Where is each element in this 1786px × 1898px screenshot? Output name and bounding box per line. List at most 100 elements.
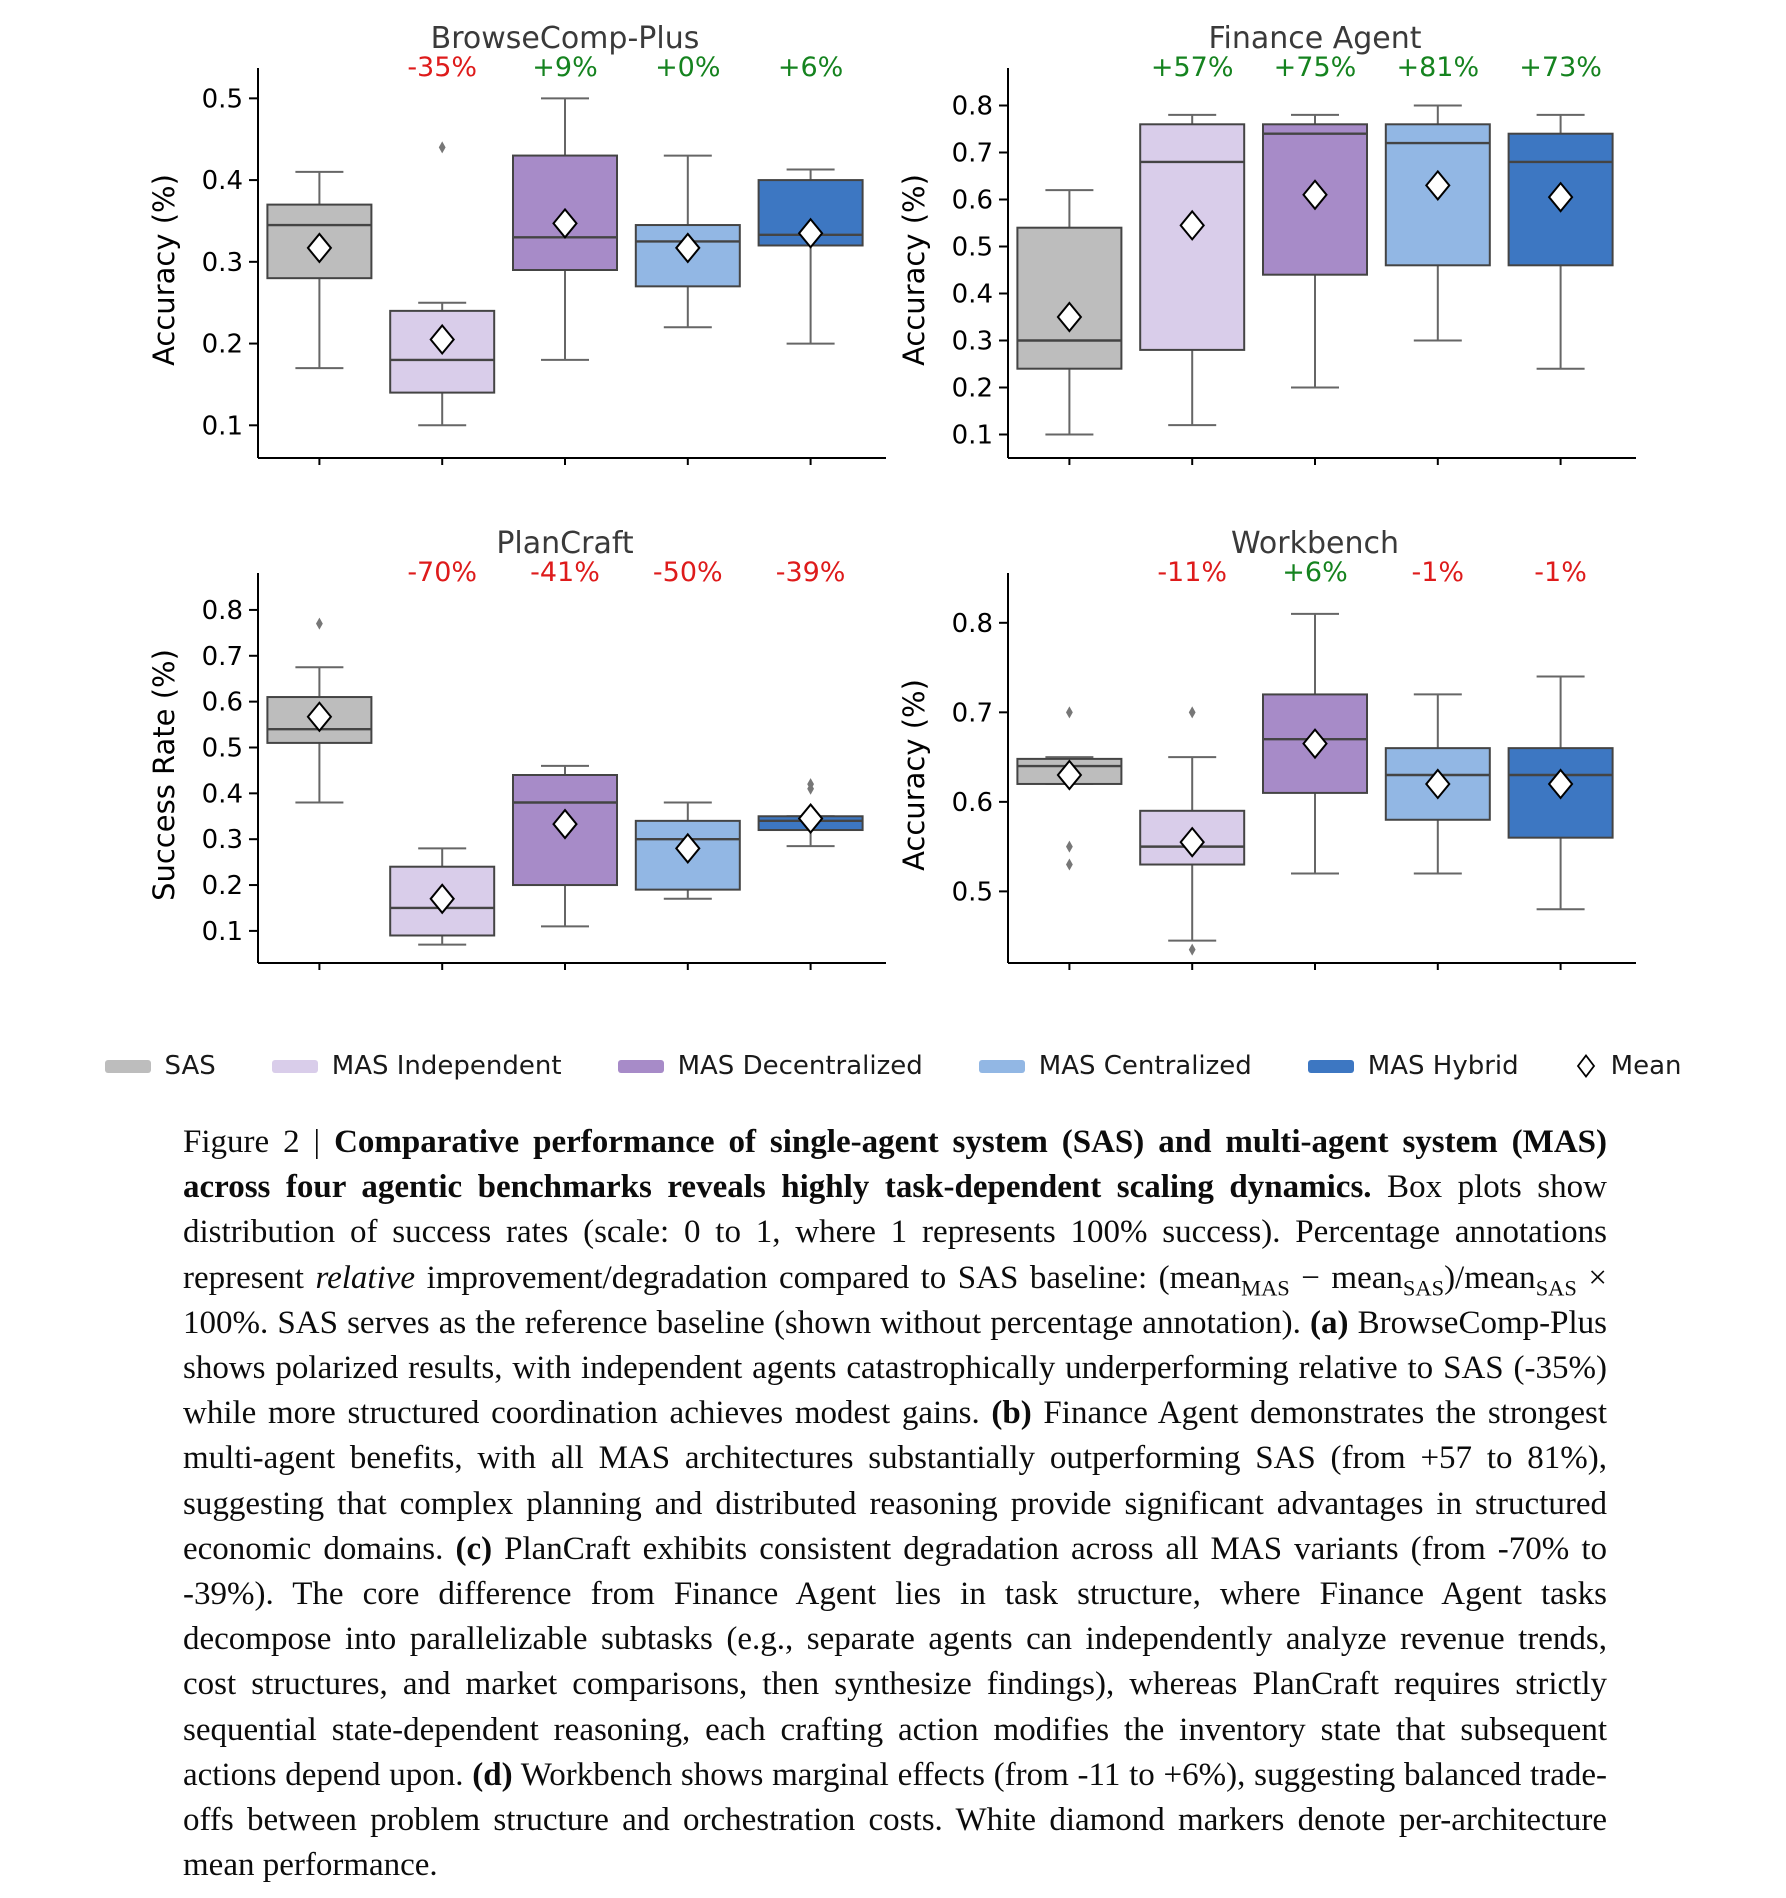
annotation-label: +73% [1519, 52, 1602, 83]
mean-marker [306, 701, 333, 733]
box-mas-centralized: +0% [634, 52, 741, 465]
legend-label-mas-hybrid: MAS Hybrid [1367, 1051, 1519, 1081]
legend-label-mas-independent: MAS Independent [331, 1051, 562, 1081]
y-tick-label: 0.1 [202, 411, 243, 441]
mean-marker [552, 207, 578, 239]
y-tick-label: 0.6 [952, 186, 993, 216]
y-tick-label: 0.6 [202, 688, 243, 718]
legend-swatch-mas-centralized [978, 1059, 1025, 1073]
box-sas [1016, 189, 1123, 465]
mean-marker [429, 883, 455, 915]
chart-browsecomp-plus: BrowseComp-Plus Accuracy (%) 0.1 0.2 0.3 0.4 0… [140, 10, 890, 515]
y-tick-label: 0.5 [202, 733, 243, 763]
caption-segment: Workbench shows marginal effects (from -… [183, 1756, 1607, 1884]
caption-segment: (d) [472, 1756, 513, 1793]
box-mas-centralized: +81% [1384, 52, 1491, 465]
mean-marker [429, 323, 455, 356]
y-axis-label: Accuracy (%) [897, 174, 931, 366]
legend-item-mas-hybrid: MAS Hybrid [1307, 1051, 1519, 1081]
boxplot-svg: Workbench Accuracy (%) 0.5 0.6 0.7 0.8 -11% +6%… [897, 526, 1636, 970]
legend-label-sas: SAS [164, 1051, 216, 1081]
annotation-label: +9% [532, 52, 597, 83]
y-tick-label: 0.8 [202, 596, 243, 626]
legend-swatch-mas-hybrid [1307, 1059, 1354, 1073]
y-tick-label: 0.2 [202, 871, 243, 901]
box-mas-centralized: -1% [1384, 557, 1491, 970]
chart-workbench: Workbench Accuracy (%) 0.5 0.6 0.7 0.8 -11% +6%… [890, 515, 1640, 1020]
annotation-label: +75% [1274, 52, 1357, 83]
mean-marker [1425, 768, 1451, 800]
box-mas-hybrid: +6% [757, 52, 864, 465]
annotation-label: +6% [1282, 557, 1347, 588]
caption-segment: − mean [1289, 1259, 1403, 1296]
caption-segment: MAS [1241, 1275, 1290, 1301]
box-mas-hybrid: -1% [1507, 557, 1614, 970]
y-axis-label: Accuracy (%) [897, 679, 931, 871]
caption-segment: (a) [1310, 1304, 1349, 1341]
legend-label-mas-decentralized: MAS Decentralized [677, 1051, 923, 1081]
box-mas-decentralized: +6% [1262, 557, 1368, 970]
mean-marker [675, 232, 701, 264]
y-tick-label: 0.1 [202, 917, 243, 947]
box-sas [266, 170, 373, 465]
box-mas-independent: -70% [389, 557, 496, 970]
caption-segment: Comparative performance of single-agent … [183, 1124, 1607, 1206]
legend-swatch-mas-independent [271, 1059, 318, 1073]
annotation-label: +57% [1151, 52, 1234, 83]
mean-marker [1302, 728, 1328, 760]
mean-marker [1425, 169, 1451, 201]
y-tick-label: 0.7 [952, 139, 993, 169]
y-tick-label: 0.8 [952, 609, 993, 639]
mean-marker [1547, 768, 1574, 800]
annotation-label: +0% [655, 52, 720, 83]
annotation-label: -35% [407, 52, 477, 83]
annotation-label: -50% [653, 557, 723, 588]
legend-label-mean: Mean [1610, 1051, 1682, 1081]
y-tick-label: 0.5 [952, 877, 993, 907]
annotation-label: -39% [776, 557, 846, 588]
outlier-marker [1188, 706, 1196, 719]
annotation-label: -70% [407, 557, 477, 588]
caption-segment: BrowseComp-Plus shows polarized results,… [183, 1304, 1607, 1432]
mean-diamond-icon [1576, 1054, 1595, 1078]
annotation-label: +6% [778, 52, 843, 83]
chart-title: PlanCraft [496, 526, 634, 561]
outlier-marker [438, 141, 446, 154]
outlier-marker [1066, 840, 1073, 853]
charts-grid: BrowseComp-Plus Accuracy (%) 0.1 0.2 0.3 0.4 0… [0, 10, 1786, 1020]
mean-marker [675, 832, 701, 864]
y-tick-label: 0.8 [952, 92, 993, 122]
mean-marker [797, 217, 824, 249]
outlier-marker [1066, 858, 1073, 871]
box-mas-centralized: -50% [634, 557, 741, 970]
chart-title: Finance Agent [1208, 21, 1421, 56]
y-tick-label: 0.6 [952, 788, 993, 818]
y-tick-label: 0.1 [952, 421, 993, 451]
outlier-marker [1066, 706, 1073, 719]
mean-marker [1302, 179, 1328, 211]
mean-marker [1179, 209, 1205, 241]
box-mas-hybrid: -39% [757, 557, 864, 970]
box-mas-decentralized: -41% [512, 557, 618, 970]
caption-segment: Finance Agent demonstrates the strongest… [183, 1395, 1607, 1567]
caption-segment: Figure 2 | [183, 1124, 335, 1160]
y-tick-label: 0.5 [952, 233, 993, 263]
legend-swatch-mas-decentralized [617, 1059, 664, 1073]
annotation-label: -1% [1412, 557, 1465, 588]
annotation-label: +81% [1396, 52, 1479, 83]
mean-marker [306, 232, 333, 264]
legend-item-mas-centralized: MAS Centralized [978, 1051, 1252, 1081]
mean-marker [1547, 181, 1574, 213]
legend: SAS MAS Independent MAS Decentralized MA… [0, 1046, 1786, 1086]
box-mas-independent: -11% [1139, 557, 1246, 970]
mean-marker [552, 808, 578, 840]
legend-item-sas: SAS [104, 1051, 216, 1081]
y-tick-label: 0.3 [202, 248, 243, 278]
y-tick-label: 0.7 [952, 698, 993, 728]
box-mas-decentralized: +75% [1262, 52, 1368, 465]
y-tick-label: 0.7 [202, 642, 243, 672]
box-mas-independent: +57% [1139, 52, 1246, 465]
y-tick-label: 0.5 [202, 84, 243, 114]
box-sas [266, 617, 373, 970]
boxplot-svg: Finance Agent Accuracy (%) 0.1 0.2 0.3 0.4 0.5… [897, 21, 1636, 465]
